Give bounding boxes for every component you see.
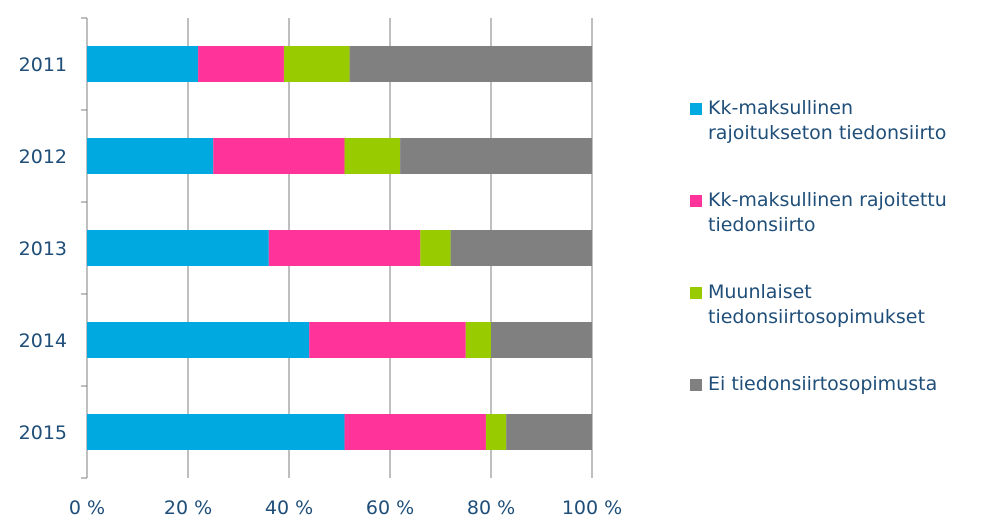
bar-2014-series-2 [465,322,491,358]
x-tick-label-3: 60 % [366,497,414,519]
y-tick-label-2015: 2015 [19,422,67,444]
legend-label-unlimited: Kk-maksullinen rajoitukseton tiedonsiirt… [708,97,947,144]
y-tick-label-2012: 2012 [19,146,67,168]
bar-2011-series-1 [198,46,284,82]
x-tick-label-5: 100 % [562,497,622,519]
bar-2015-series-3 [506,414,592,450]
legend-swatch-unlimited [690,103,702,115]
bar-2015-series-1 [344,414,486,450]
legend-swatch-limited [690,195,702,207]
legend-label-none: Ei tiedonsiirtosopimusta [708,373,938,395]
legend-item-unlimited: Kk-maksullinen rajoitukseton tiedonsiirt… [690,96,990,188]
bar-2015-series-2 [485,414,507,450]
bar-2014-series-3 [491,322,592,358]
bar-2012-series-2 [344,138,401,174]
legend-item-other: Muunlaiset tiedonsiirtosopimukset [690,280,990,372]
bar-2012-series-0 [87,138,214,174]
legend-swatch-other [690,287,702,299]
legend-item-none: Ei tiedonsiirtosopimusta [690,372,990,464]
bar-2011-series-0 [87,46,199,82]
y-tick-label-2013: 2013 [19,238,67,260]
y-tick-label-2014: 2014 [19,330,67,352]
bar-2011-series-3 [349,46,592,82]
legend-label-other: Muunlaiset tiedonsiirtosopimukset [708,281,925,328]
bar-2013-series-1 [268,230,421,266]
bar-2014-series-1 [309,322,466,358]
bar-2013-series-0 [87,230,269,266]
bar-2014-series-0 [87,322,310,358]
legend-item-limited: Kk-maksullinen rajoitettu tiedonsiirto [690,188,990,280]
bar-2015-series-0 [87,414,345,450]
x-tick-label-0: 0 % [69,497,105,519]
x-tick-label-2: 40 % [265,497,313,519]
bar-2012-series-3 [400,138,592,174]
bar-2011-series-2 [283,46,350,82]
x-tick-label-4: 80 % [467,497,515,519]
bar-2012-series-1 [213,138,345,174]
bar-2013-series-2 [420,230,451,266]
legend: Kk-maksullinen rajoitukseton tiedonsiirt… [690,96,990,464]
bar-2013-series-3 [450,230,592,266]
y-tick-label-2011: 2011 [19,54,67,76]
legend-label-limited: Kk-maksullinen rajoitettu tiedonsiirto [708,189,947,236]
legend-swatch-none [690,379,702,391]
x-tick-label-1: 20 % [164,497,212,519]
